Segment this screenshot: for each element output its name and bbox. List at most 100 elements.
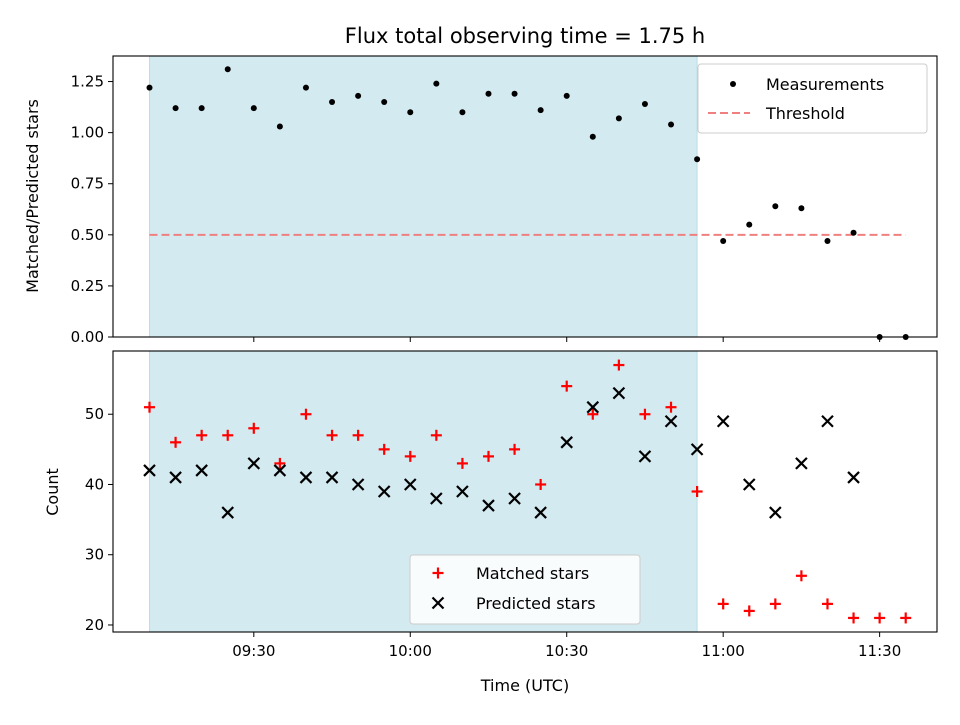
top-y-axis-label: Matched/Predicted stars [23, 99, 42, 293]
predicted-star-stroke-b [456, 485, 469, 498]
top-y-tick-label: 0.00 [71, 328, 104, 346]
matched-star-point [456, 457, 468, 469]
predicted-star-point [716, 414, 730, 428]
predicted-star-stroke-b [560, 436, 573, 449]
predicted-star-stroke-b [325, 471, 339, 484]
x-tick-label: 10:30 [545, 642, 588, 660]
legend-matched-marker [432, 567, 444, 579]
measurement-point [329, 98, 336, 105]
measurement-point [694, 156, 701, 163]
matched-star-point [874, 612, 886, 624]
predicted-star-point [742, 478, 756, 491]
predicted-star-point [586, 400, 600, 414]
x-tick-label: 10:00 [389, 642, 432, 660]
matched-star-point [352, 429, 364, 441]
predicted-star-point [690, 443, 704, 456]
matched-star-point [300, 408, 312, 420]
matched-star-point [769, 598, 781, 610]
measurement-point [798, 205, 805, 212]
predicted-star-point [169, 471, 182, 484]
predicted-star-point [299, 471, 313, 484]
predicted-star-stroke-b [716, 414, 730, 428]
predicted-star-point [325, 471, 339, 484]
predicted-star-stroke-b [638, 450, 652, 463]
top-legend: Measurements Threshold [697, 63, 928, 134]
matched-star-point [587, 408, 599, 420]
predicted-star-stroke-b [143, 464, 156, 477]
measurement-point [381, 98, 388, 105]
measurement-point [772, 203, 779, 210]
top-panel: 0.00 0.25 0.50 0.75 1.00 1.25 Measurements Thre… [71, 55, 938, 346]
legend-matched-label: Matched stars [476, 564, 589, 583]
matched-star-point [170, 436, 182, 448]
bottom-legend: Matched stars Predicted stars [409, 554, 641, 625]
matched-star-point [196, 429, 208, 441]
predicted-star-point [377, 485, 391, 498]
top-legend-box [697, 63, 928, 134]
predicted-star-point [247, 457, 261, 470]
predicted-star-stroke-b [612, 386, 626, 400]
bottom-y-tick-label: 50 [85, 405, 104, 423]
matched-star-point [535, 478, 547, 490]
legend-predicted-marker [431, 596, 445, 610]
predicted-star-stroke-b [769, 506, 782, 519]
predicted-star-stroke-b [508, 492, 521, 505]
predicted-star-point [482, 499, 495, 512]
matched-star-point [404, 450, 416, 462]
predicted-star-point [847, 471, 860, 484]
predicted-star-stroke-b [821, 414, 834, 428]
predicted-star-point [508, 492, 521, 505]
matched-star-point [482, 450, 494, 462]
predicted-star-stroke-b [377, 485, 391, 498]
measurement-point [407, 109, 414, 116]
measurement-point [198, 105, 205, 112]
matched-star-point [222, 429, 234, 441]
predicted-star-stroke-b [534, 506, 547, 519]
matched-star-point [613, 359, 625, 371]
matched-star-point [795, 570, 807, 582]
predicted-star-point [560, 436, 573, 449]
legend-predicted-stroke-b [431, 596, 445, 610]
measurement-point [302, 84, 309, 91]
measurement-point [433, 80, 440, 87]
measurement-point [668, 121, 675, 128]
matched-star-point [430, 429, 442, 441]
matched-star-point [821, 598, 833, 610]
measurement-point [746, 221, 753, 228]
predicted-star-stroke-b [847, 471, 860, 484]
predicted-star-point [612, 386, 626, 400]
legend-measurements-label: Measurements [766, 75, 884, 94]
legend-measurement-marker [730, 81, 736, 87]
bottom-y-axis-label: Count [43, 468, 62, 516]
bottom-panel: 20 30 40 50 09:30 10:00 10:30 11:00 11:30 Matched… [85, 350, 938, 660]
matched-star-point [509, 443, 521, 455]
matched-star-point [743, 605, 755, 617]
predicted-star-point [664, 414, 678, 428]
predicted-star-stroke-b [586, 400, 600, 414]
predicted-star-stroke-b [430, 492, 443, 505]
matched-star-point [378, 443, 390, 455]
measurement-point [250, 105, 257, 112]
measurement-point [485, 90, 492, 97]
legend-predicted-label: Predicted stars [476, 594, 596, 613]
top-y-tick-label: 0.75 [71, 175, 104, 193]
predicted-star-stroke-b [221, 506, 235, 519]
predicted-star-point [638, 450, 652, 463]
matched-star-point [848, 612, 860, 624]
predicted-star-stroke-b [247, 457, 261, 470]
measurement-point [720, 237, 727, 244]
measurement-point [224, 66, 231, 73]
top-y-tick-label: 1.25 [71, 73, 104, 91]
predicted-star-stroke-b [273, 464, 287, 477]
predicted-star-stroke-b [742, 478, 756, 491]
matched-star-point [665, 401, 677, 413]
measurement-point [850, 229, 857, 236]
x-tick-label: 11:30 [858, 642, 901, 660]
x-axis-label: Time (UTC) [480, 676, 569, 695]
measurement-point [641, 101, 648, 108]
measurement-point [146, 84, 153, 91]
predicted-star-point [273, 464, 287, 477]
matched-star-point [900, 612, 912, 624]
top-observing-span [149, 55, 698, 338]
